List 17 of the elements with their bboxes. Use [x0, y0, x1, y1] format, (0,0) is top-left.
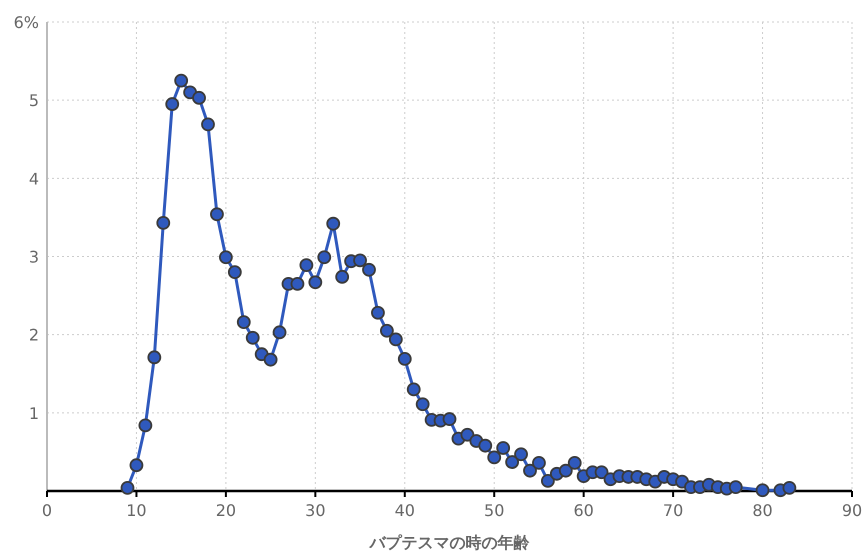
x-tick-label: 60 — [573, 501, 594, 520]
y-tick-label: 2 — [28, 326, 39, 345]
x-tick-label: 30 — [305, 501, 326, 520]
x-tick-label: 20 — [216, 501, 236, 520]
x-tick-label: 80 — [752, 501, 773, 520]
y-tick-label: 3 — [28, 248, 39, 266]
x-tick-label: 0 — [42, 501, 52, 520]
y-tick-label: 5 — [28, 91, 39, 110]
x-tick-label: 90 — [842, 501, 862, 520]
x-tick-label: 50 — [484, 501, 504, 520]
x-axis-title: バプテスマの時の年齢 — [368, 533, 530, 551]
x-tick-label: 40 — [394, 501, 415, 520]
y-tick-label: 4 — [28, 169, 39, 188]
x-tick-label: 10 — [126, 501, 147, 520]
x-tick-label: 70 — [662, 501, 684, 520]
y-tick-label: 1 — [28, 404, 39, 423]
y-tick-label: 6% — [14, 13, 39, 32]
